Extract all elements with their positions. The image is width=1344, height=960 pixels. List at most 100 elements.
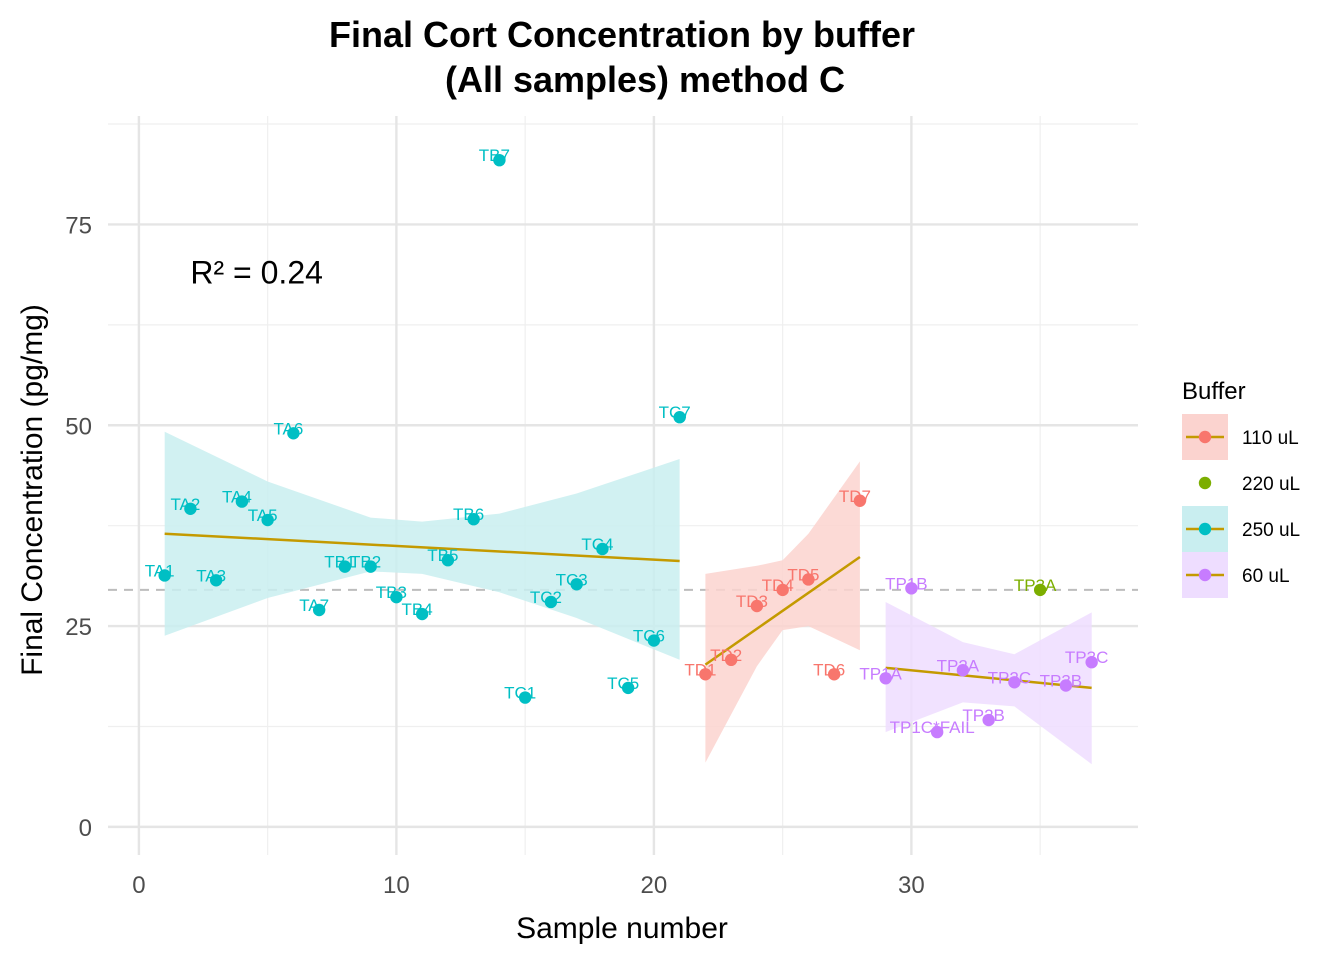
point-label: TB6 (453, 505, 484, 524)
data-point (621, 681, 635, 695)
data-point (544, 595, 558, 609)
data-point (647, 634, 661, 647)
point-label: TP3A (1014, 576, 1057, 595)
data-point (724, 653, 738, 667)
y-tick-label: 25 (65, 614, 92, 641)
point-label: TB4 (402, 600, 433, 619)
point-label: TA3 (196, 566, 226, 585)
point-label: TB1 (324, 553, 355, 572)
y-axis-ticks: 0 25 50 75 (65, 212, 92, 841)
x-tick-label: 30 (898, 872, 925, 899)
data-point (956, 664, 970, 677)
legend-label: 60 uL (1242, 566, 1290, 587)
data-point (802, 573, 815, 586)
point-label: TC6 (633, 627, 665, 646)
point-label: TB2 (350, 553, 381, 572)
data-point (1085, 656, 1098, 669)
y-tick-label: 50 (65, 413, 92, 440)
fit-lines (164, 532, 1092, 690)
data-point (596, 542, 609, 556)
point-label: TC2 (530, 588, 562, 607)
data-point (853, 494, 867, 507)
point-label: TP2A (937, 656, 980, 675)
point-label: TP2C (988, 668, 1031, 687)
data-point (699, 668, 712, 681)
point-label: TP2B (962, 706, 1005, 725)
point-label: TD3 (736, 592, 768, 611)
point-label: TA6 (273, 419, 303, 438)
point-label: TC5 (607, 674, 639, 693)
point-label: TD7 (839, 487, 871, 506)
chart-subtitle: (All samples) method C (445, 59, 845, 100)
chart-title-group: Final Cort Concentration by buffer (All … (329, 14, 915, 100)
fit-line (885, 666, 1092, 690)
point-label: TC4 (581, 535, 613, 554)
data-point (235, 495, 249, 508)
legend-title: Buffer (1182, 378, 1246, 405)
data-point (776, 583, 789, 597)
data-point (415, 607, 429, 621)
legend-key-point (1198, 522, 1212, 536)
data-point (261, 513, 274, 527)
data-point (673, 411, 686, 424)
point-label: TD6 (813, 660, 845, 679)
point-label: TD5 (787, 565, 819, 584)
point-label: TP1C*FAIL (890, 718, 975, 737)
point-label: TP1B (885, 574, 928, 593)
point-label: TP3C (1065, 648, 1108, 667)
legend-key-point (1198, 476, 1212, 490)
point-label: TD4 (762, 576, 794, 595)
data-points (158, 153, 1098, 739)
point-label: TC1 (504, 684, 536, 703)
x-tick-label: 20 (641, 872, 668, 899)
data-point (338, 560, 352, 573)
fit-line (164, 532, 680, 563)
point-label: TP1A (859, 664, 902, 683)
data-point (467, 513, 480, 526)
data-point (930, 725, 944, 739)
data-point (441, 554, 455, 567)
point-label: TA2 (170, 495, 200, 514)
point-label: TB7 (479, 146, 510, 165)
data-point (312, 603, 326, 617)
data-point (209, 574, 223, 587)
x-axis-title: Sample number (516, 912, 728, 945)
x-tick-label: 10 (383, 872, 410, 899)
data-point (364, 560, 377, 573)
legend-label: 250 uL (1242, 520, 1300, 541)
data-point (879, 672, 892, 685)
data-point (570, 578, 583, 591)
point-label: TA5 (248, 506, 278, 525)
point-label: TB5 (427, 546, 458, 565)
data-point (390, 590, 403, 604)
point-label: TC3 (556, 570, 588, 589)
point-label: TC7 (659, 403, 691, 422)
legend-label: 220 uL (1242, 474, 1300, 495)
legend-key-point (1198, 430, 1212, 444)
fit-line (704, 555, 861, 666)
r-squared-annotation: R² = 0.24 (190, 255, 323, 291)
confidence-band (885, 602, 1092, 765)
point-label: TP3B (1040, 672, 1083, 691)
data-point (493, 153, 506, 167)
legend-label: 110 uL (1242, 428, 1299, 449)
legend: Buffer 110 uL 220 uL 250 uL 60 uL (1182, 378, 1300, 598)
data-point (158, 569, 171, 582)
chart-title: Final Cort Concentration by buffer (329, 14, 915, 55)
y-tick-label: 0 (79, 815, 92, 842)
data-point (982, 713, 995, 727)
data-point (1059, 679, 1073, 692)
point-label: TB3 (376, 583, 407, 602)
x-axis-ticks: 0 10 20 30 (132, 872, 925, 899)
data-point (905, 582, 918, 595)
data-point (518, 691, 532, 704)
data-point (287, 427, 300, 440)
point-label: TA1 (145, 561, 175, 580)
point-label: TD2 (710, 646, 742, 665)
data-point (1008, 676, 1021, 689)
point-label: TA4 (222, 488, 252, 507)
y-tick-label: 75 (65, 212, 92, 239)
legend-key-point (1198, 568, 1212, 582)
